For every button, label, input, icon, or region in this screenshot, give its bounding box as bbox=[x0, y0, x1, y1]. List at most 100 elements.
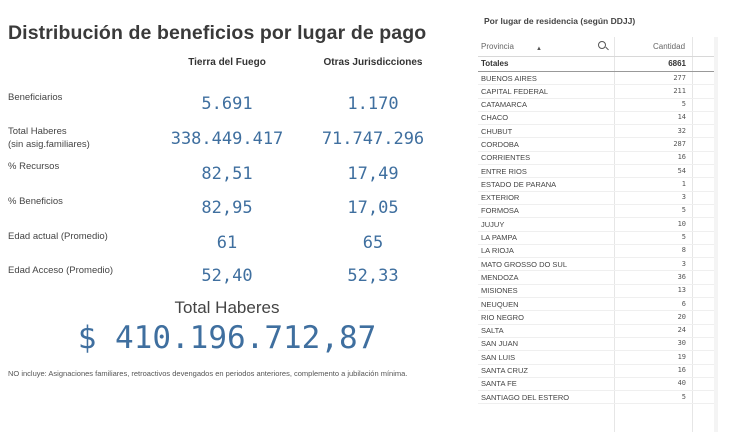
province-name: EXTERIOR bbox=[481, 193, 520, 203]
edad-acceso-otras-value: 52,33 bbox=[347, 266, 399, 286]
sort-ascending-icon[interactable]: ▲ bbox=[536, 46, 542, 52]
province-count: 16 bbox=[677, 366, 686, 375]
province-count: 5 bbox=[681, 206, 686, 215]
province-name: SAN LUIS bbox=[481, 352, 516, 362]
province-name: LA RIOJA bbox=[481, 246, 514, 256]
province-name: ENTRE RIOS bbox=[481, 166, 527, 176]
edad-actual-otras-value: 65 bbox=[362, 233, 384, 253]
province-name: CHACO bbox=[481, 113, 509, 123]
table-row[interactable]: NEUQUEN 6 bbox=[478, 298, 714, 312]
province-name: FORMOSA bbox=[481, 206, 519, 216]
table-row[interactable]: MENDOZA 36 bbox=[478, 271, 714, 285]
province-count: 5 bbox=[681, 392, 686, 401]
table-row[interactable]: SANTIAGO DEL ESTERO 5 bbox=[478, 391, 714, 405]
table-row[interactable]: RIO NEGRO 20 bbox=[478, 311, 714, 325]
province-count: 14 bbox=[677, 113, 686, 122]
total-haberes-tdf-value: 338.449.417 bbox=[170, 129, 284, 149]
row-label-beneficiarios: Beneficiarios bbox=[8, 92, 63, 103]
table-row[interactable]: MATO GROSSO DO SUL 3 bbox=[478, 258, 714, 272]
province-name: SANTA CRUZ bbox=[481, 366, 528, 376]
column-header-tierra-del-fuego: Tierra del Fuego bbox=[188, 57, 266, 68]
table-row[interactable]: CATAMARCA 5 bbox=[478, 99, 714, 112]
province-count: 19 bbox=[677, 352, 686, 361]
province-name: JUJUY bbox=[481, 219, 505, 229]
province-count: 10 bbox=[677, 219, 686, 228]
table-row[interactable]: SAN LUIS 19 bbox=[478, 351, 714, 365]
table-row[interactable]: ESTADO DE PARANA 1 bbox=[478, 178, 714, 192]
province-name: CAPITAL FEDERAL bbox=[481, 86, 549, 96]
table-row[interactable]: CHACO 14 bbox=[478, 112, 714, 126]
table-scrollbar[interactable] bbox=[714, 37, 718, 432]
province-column-header[interactable]: Provincia bbox=[481, 42, 514, 51]
table-row[interactable]: CHUBUT 32 bbox=[478, 125, 714, 139]
beneficiarios-otras-value: 1.170 bbox=[347, 94, 399, 114]
totals-row: Totales 6861 bbox=[478, 57, 714, 72]
table-row[interactable]: CORDOBA 287 bbox=[478, 138, 714, 152]
table-row[interactable]: JUJUY 10 bbox=[478, 218, 714, 232]
table-row[interactable]: MISIONES 13 bbox=[478, 285, 714, 299]
column-header-otras-jurisdicciones: Otras Jurisdicciones bbox=[323, 57, 423, 68]
row-label-beneficios: % Beneficios bbox=[8, 196, 63, 207]
table-row[interactable]: LA PAMPA 5 bbox=[478, 232, 714, 245]
residence-table: Provincia ▲ Cantidad Totales 6861 BUENOS… bbox=[478, 37, 714, 405]
province-count: 277 bbox=[673, 73, 686, 82]
row-sublabel-sin-asig: (sin asig.familiares) bbox=[8, 139, 90, 150]
province-count: 13 bbox=[677, 286, 686, 295]
province-count: 5 bbox=[681, 233, 686, 242]
province-count: 3 bbox=[681, 259, 686, 268]
province-count: 287 bbox=[673, 139, 686, 148]
table-row[interactable]: CORRIENTES 16 bbox=[478, 152, 714, 166]
row-label-edad-acceso: Edad Acceso (Promedio) bbox=[8, 265, 114, 276]
beneficiarios-tdf-value: 5.691 bbox=[201, 94, 253, 114]
total-haberes-label: Total Haberes bbox=[174, 298, 280, 317]
province-count: 5 bbox=[681, 100, 686, 109]
province-name: SANTIAGO DEL ESTERO bbox=[481, 392, 570, 402]
province-count: 54 bbox=[677, 166, 686, 175]
province-count: 3 bbox=[681, 193, 686, 202]
table-row[interactable]: SALTA 24 bbox=[478, 325, 714, 338]
province-name: CATAMARCA bbox=[481, 100, 527, 110]
table-row[interactable]: EXTERIOR 3 bbox=[478, 192, 714, 205]
totals-label: Totales bbox=[481, 59, 509, 68]
province-count: 1 bbox=[681, 179, 686, 188]
column-divider bbox=[692, 37, 693, 432]
count-column-header[interactable]: Cantidad bbox=[653, 42, 686, 51]
province-count: 32 bbox=[677, 126, 686, 135]
province-count: 16 bbox=[677, 153, 686, 162]
row-label-edad-actual: Edad actual (Promedio) bbox=[8, 231, 108, 242]
table-row[interactable]: CAPITAL FEDERAL 211 bbox=[478, 85, 714, 99]
province-count: 211 bbox=[673, 86, 686, 95]
province-name: SALTA bbox=[481, 326, 504, 336]
province-count: 6 bbox=[681, 299, 686, 308]
footnote: NO incluye: Asignaciones familiares, ret… bbox=[8, 369, 408, 378]
table-row[interactable]: BUENOS AIRES 277 bbox=[478, 72, 714, 86]
province-name: RIO NEGRO bbox=[481, 312, 524, 322]
table-row[interactable]: FORMOSA 5 bbox=[478, 205, 714, 219]
table-row[interactable]: SANTA CRUZ 16 bbox=[478, 365, 714, 378]
province-name: SANTA FE bbox=[481, 379, 517, 389]
table-row[interactable]: ENTRE RIOS 54 bbox=[478, 165, 714, 179]
row-label-recursos: % Recursos bbox=[8, 161, 60, 172]
province-count: 30 bbox=[677, 339, 686, 348]
residence-table-title: Por lugar de residencia (según DDJJ) bbox=[484, 16, 636, 26]
province-name: SAN JUAN bbox=[481, 339, 519, 349]
province-name: CORDOBA bbox=[481, 139, 519, 149]
page-title: Distribución de beneficios por lugar de … bbox=[8, 22, 427, 44]
table-row[interactable]: SAN JUAN 30 bbox=[478, 338, 714, 352]
province-name: BUENOS AIRES bbox=[481, 73, 537, 83]
totals-value: 6861 bbox=[668, 59, 686, 68]
province-name: ESTADO DE PARANA bbox=[481, 179, 557, 189]
search-icon[interactable] bbox=[598, 41, 606, 49]
recursos-tdf-value: 82,51 bbox=[201, 164, 253, 184]
province-name: NEUQUEN bbox=[481, 299, 519, 309]
row-label-total-haberes: Total Haberes (sin asig.familiares) bbox=[8, 126, 90, 150]
total-haberes-value: $ 410.196.712,87 bbox=[77, 320, 377, 356]
table-row[interactable]: LA RIOJA 8 bbox=[478, 245, 714, 259]
table-row[interactable]: SANTA FE 40 bbox=[478, 378, 714, 392]
province-name: MATO GROSSO DO SUL bbox=[481, 259, 567, 269]
edad-actual-tdf-value: 61 bbox=[216, 233, 238, 253]
province-name: CORRIENTES bbox=[481, 153, 531, 163]
beneficios-tdf-value: 82,95 bbox=[201, 198, 253, 218]
recursos-otras-value: 17,49 bbox=[347, 164, 399, 184]
column-divider bbox=[614, 37, 615, 432]
